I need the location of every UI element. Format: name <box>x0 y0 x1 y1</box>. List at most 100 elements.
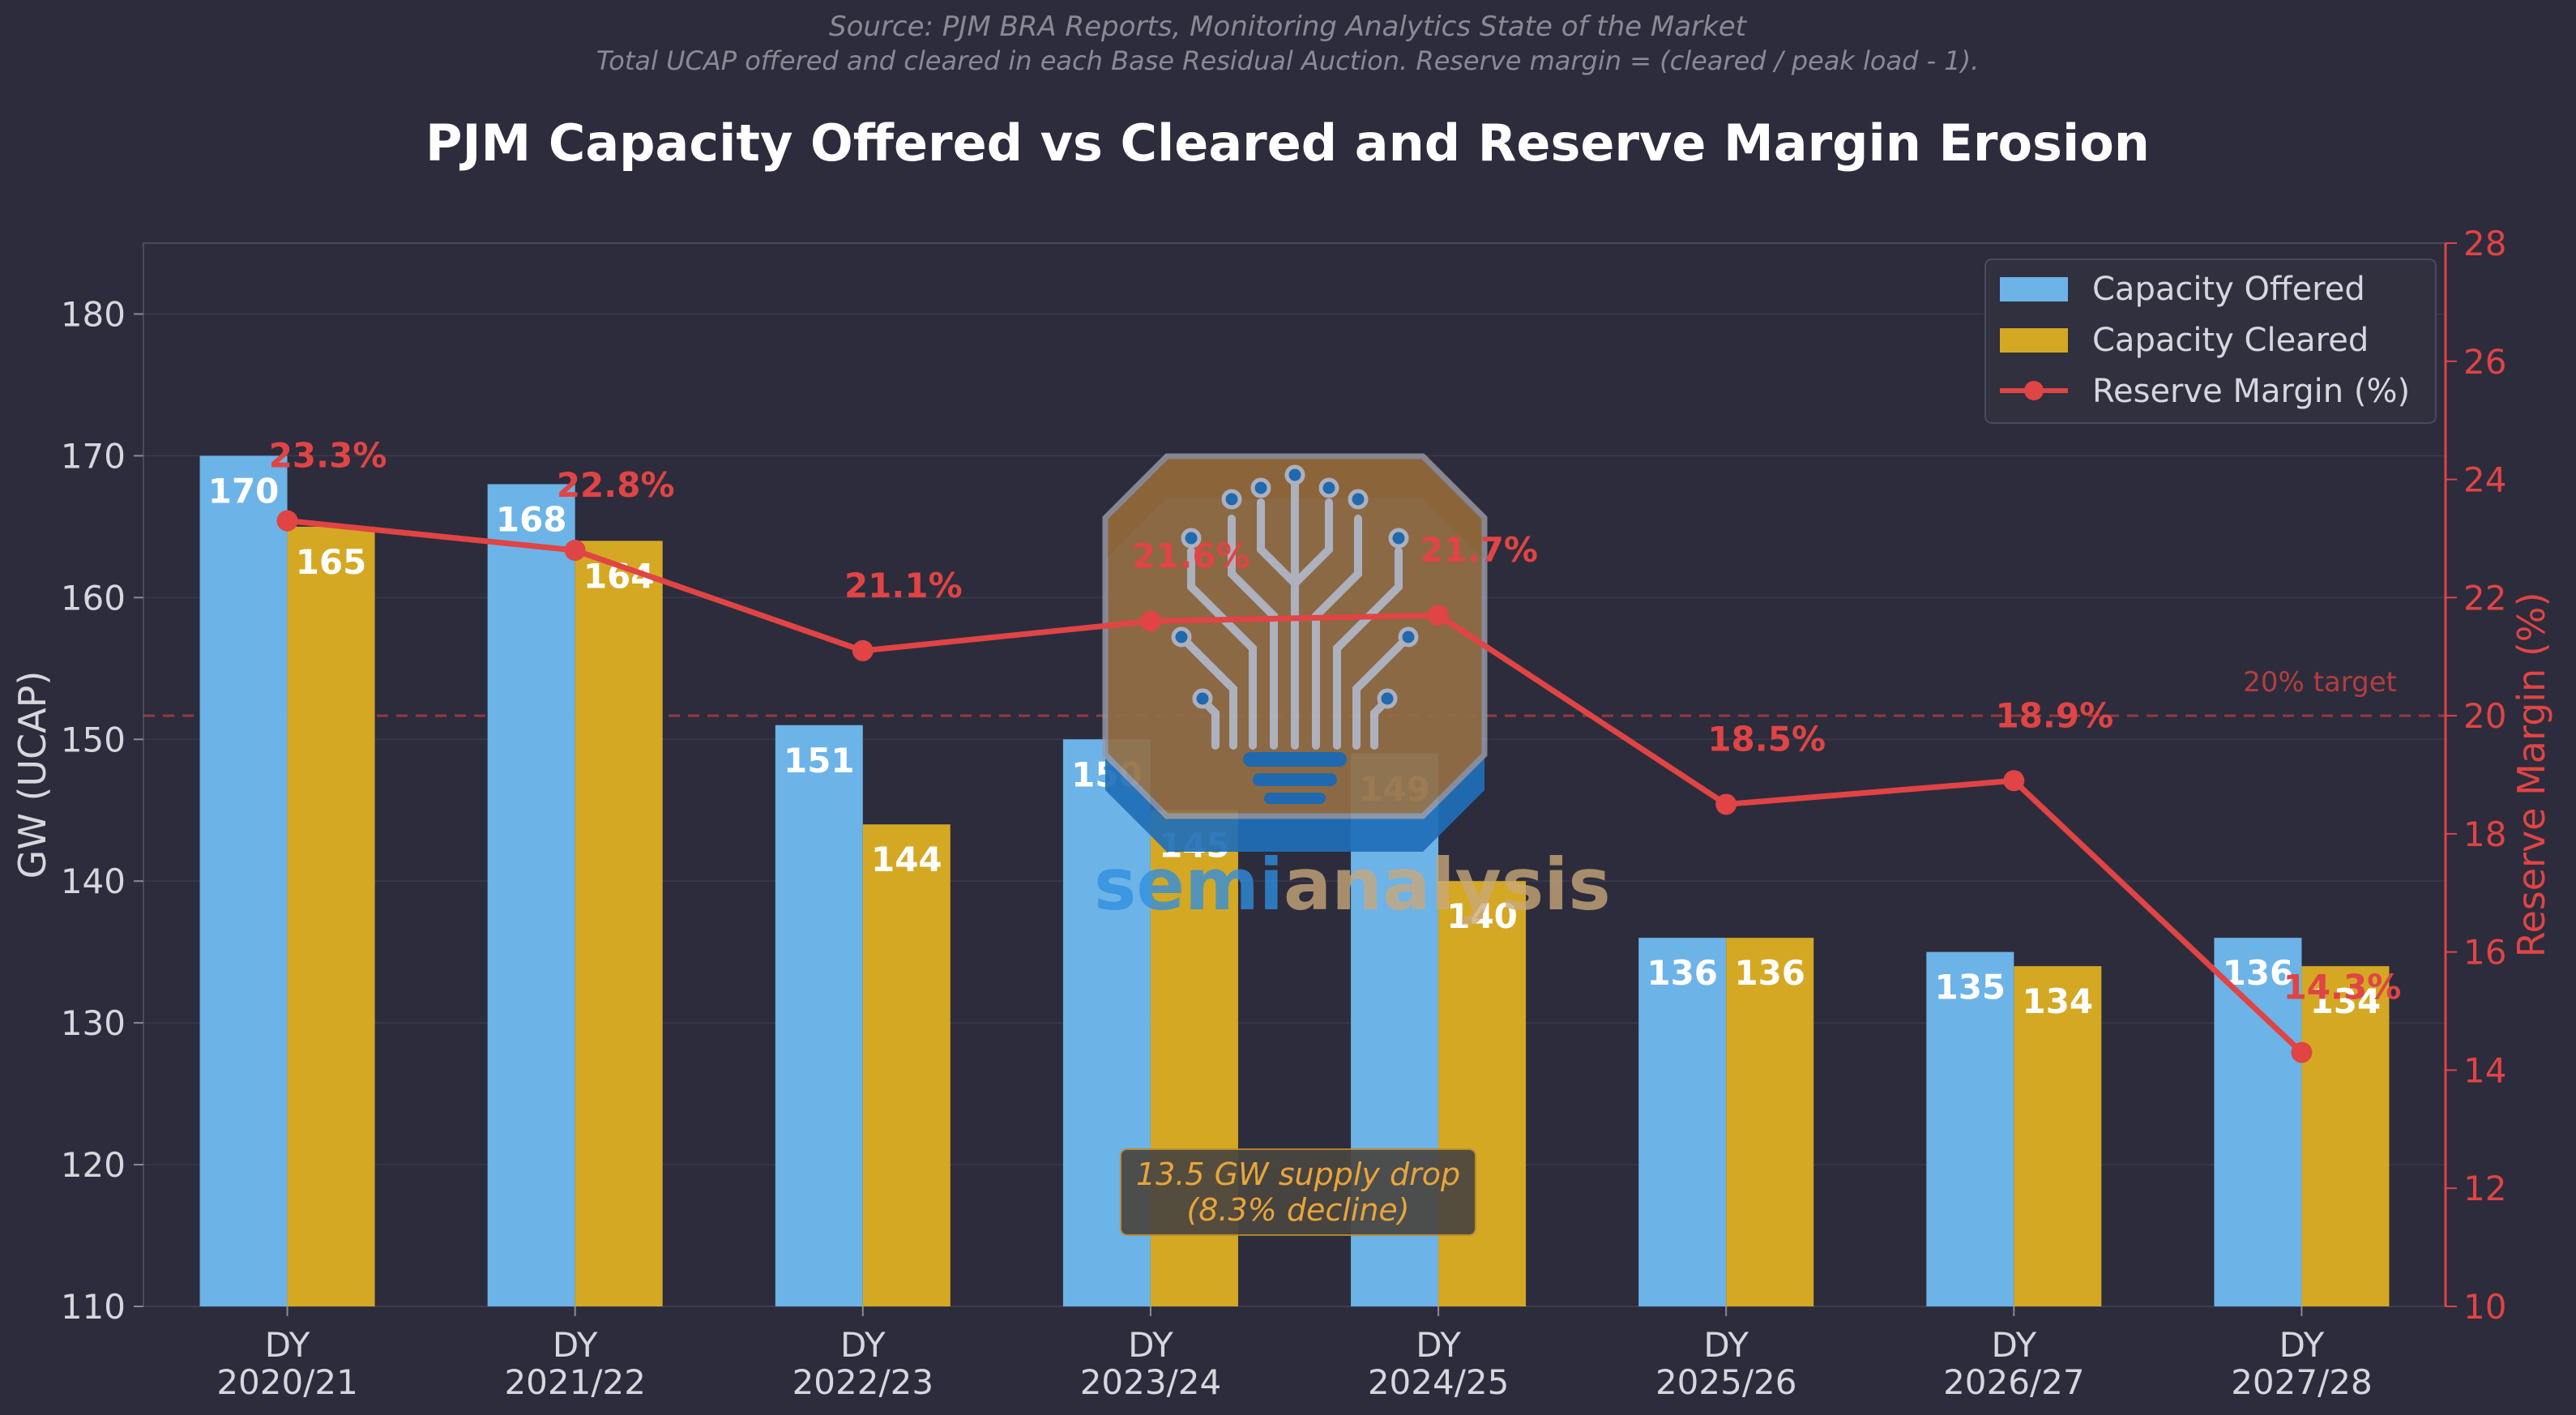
bar-cleared <box>287 526 375 1306</box>
bar-cleared <box>2014 966 2102 1306</box>
y2-tick-label: 26 <box>2463 342 2506 382</box>
line-layer: 23.3% 22.8% 21.1% 21.6% 21.7% 18.5% 18.9% 14.3% <box>269 436 2402 1063</box>
bar-cleared-label: 134 <box>2022 981 2093 1021</box>
y2-tick-label: 18 <box>2463 814 2506 854</box>
y-tick-label: 170 <box>61 436 126 476</box>
reserve-margin-label: 18.9% <box>1995 695 2113 735</box>
legend-label-cleared: Capacity Cleared <box>2092 322 2369 359</box>
chip-tree-icon <box>1184 474 1406 750</box>
x-tick-label-prefix: DY <box>2279 1325 2325 1365</box>
legend-swatch-cleared <box>2000 328 2068 353</box>
y-tick-label: 110 <box>61 1287 126 1327</box>
x-tick-label-year: 2021/22 <box>504 1362 645 1402</box>
bar-cleared-label: 144 <box>871 840 942 879</box>
x-tick-label-prefix: DY <box>1991 1325 2036 1365</box>
x-tick-label-prefix: DY <box>1416 1325 1461 1365</box>
bar-cleared <box>862 824 951 1306</box>
bar-offered-label: 135 <box>1934 968 2006 1007</box>
reserve-margin-label: 14.3% <box>2283 968 2402 1007</box>
supply-drop-annotation: 13.5 GW supply drop (8.3% decline) <box>1120 1148 1476 1236</box>
chart-title: PJM Capacity Offered vs Cleared and Rese… <box>425 113 2150 173</box>
y2-tick-label: 20 <box>2463 696 2506 736</box>
bar-offered-label: 168 <box>496 499 567 539</box>
annotation-line-2: (8.3% decline) <box>1186 1192 1409 1228</box>
bar-cleared-label: 140 <box>1446 896 1518 936</box>
y2-tick-label: 16 <box>2463 933 2506 973</box>
bar-offered <box>1638 938 1727 1306</box>
reserve-margin-point <box>276 510 298 532</box>
bar-offered <box>775 725 863 1306</box>
note-line: Total UCAP offered and cleared in each B… <box>596 45 1980 76</box>
y-axis-label: GW (UCAP) <box>11 671 54 879</box>
x-tick-label-year: 2027/28 <box>2231 1362 2372 1402</box>
reserve-margin-point <box>2003 770 2025 792</box>
y2-tick-label: 12 <box>2463 1169 2506 1208</box>
reserve-margin-point <box>1428 605 1450 626</box>
reserve-margin-line <box>287 518 2304 1055</box>
legend-box <box>1984 259 2437 424</box>
target-label: 20% target <box>2243 666 2397 699</box>
y2-tick-label: 24 <box>2463 460 2506 500</box>
x-tick-label-year: 2024/25 <box>1368 1362 1509 1402</box>
bar-offered <box>2214 938 2302 1306</box>
y2-tick-label: 14 <box>2463 1050 2506 1090</box>
reserve-margin-label: 23.3% <box>269 436 387 476</box>
reserve-margin-point <box>1715 793 1737 815</box>
chip-tree-nodes <box>1171 464 1419 709</box>
y-tick-label: 180 <box>61 294 126 334</box>
x-tick-label-year: 2026/27 <box>1943 1362 2084 1402</box>
reserve-margin-point <box>2291 1041 2313 1063</box>
bar-offered <box>1926 951 2014 1306</box>
bar-offered-label: 136 <box>1647 953 1718 993</box>
reserve-margin-label: 21.1% <box>844 566 963 605</box>
reserve-margin-point <box>1139 610 1161 632</box>
x-tick-label-year: 2025/26 <box>1655 1362 1796 1402</box>
reserve-margin-label: 21.6% <box>1132 536 1250 575</box>
bar-cleared <box>575 541 663 1306</box>
x-tick-label-prefix: DY <box>1128 1325 1173 1365</box>
x-tick-label-year: 2020/21 <box>216 1362 357 1402</box>
bar-cleared <box>1438 881 1527 1306</box>
reserve-margin-label: 22.8% <box>557 465 675 505</box>
x-tick-label-prefix: DY <box>1703 1325 1749 1365</box>
y-tick-label: 140 <box>61 861 126 901</box>
x-tick-label-prefix: DY <box>840 1325 886 1365</box>
bar-cleared <box>1726 938 1814 1306</box>
y-tick-label: 130 <box>61 1003 126 1043</box>
x-tick-label-prefix: DY <box>265 1325 310 1365</box>
bar-cleared-label: 134 <box>2310 981 2382 1021</box>
legend-swatch-offered <box>2000 277 2068 301</box>
bar-offered <box>199 455 288 1306</box>
bar-offered-label: 170 <box>208 471 280 511</box>
reserve-margin-label: 18.5% <box>1707 719 1826 759</box>
axis-layer: 110 120 130 140 150 160 170 180 10 12 14 16 18 20 22 24… <box>61 224 2507 1402</box>
bar-cleared-label: 136 <box>1734 953 1805 993</box>
watermark-text: semianalysis <box>1094 843 1611 926</box>
reserve-margin-point <box>852 639 874 661</box>
y-tick-label: 150 <box>61 720 126 759</box>
x-tick-label-prefix: DY <box>553 1325 598 1365</box>
annotation-line-1: 13.5 GW supply drop <box>1136 1156 1460 1192</box>
bulb-base-icon <box>1243 752 1347 804</box>
y2-tick-label: 22 <box>2463 578 2506 618</box>
legend-label-offered: Capacity Offered <box>2092 271 2365 308</box>
legend: Capacity Offered Capacity Cleared Reserv… <box>1984 259 2437 424</box>
watermark-text-a: semi <box>1094 843 1284 926</box>
y-tick-label: 120 <box>61 1145 126 1185</box>
x-tick-label-year: 2023/24 <box>1080 1362 1221 1402</box>
watermark-text-b: analysis <box>1284 843 1611 926</box>
y2-axis-label: Reserve Margin (%) <box>2510 592 2553 958</box>
annotation-box <box>1120 1148 1476 1236</box>
bar-offered-label: 151 <box>784 741 855 780</box>
reserve-margin-label: 21.7% <box>1420 530 1538 570</box>
watermark: semianalysis <box>1094 453 1611 926</box>
y2-tick-label: 10 <box>2463 1287 2506 1327</box>
legend-label-margin: Reserve Margin (%) <box>2092 373 2410 410</box>
x-tick-label-year: 2022/23 <box>792 1362 933 1402</box>
reserve-margin-point <box>564 540 586 562</box>
legend-swatch-margin-dot <box>2024 381 2044 400</box>
bar-offered <box>487 484 575 1306</box>
source-line: Source: PJM BRA Reports, Monitoring Anal… <box>829 11 1748 43</box>
